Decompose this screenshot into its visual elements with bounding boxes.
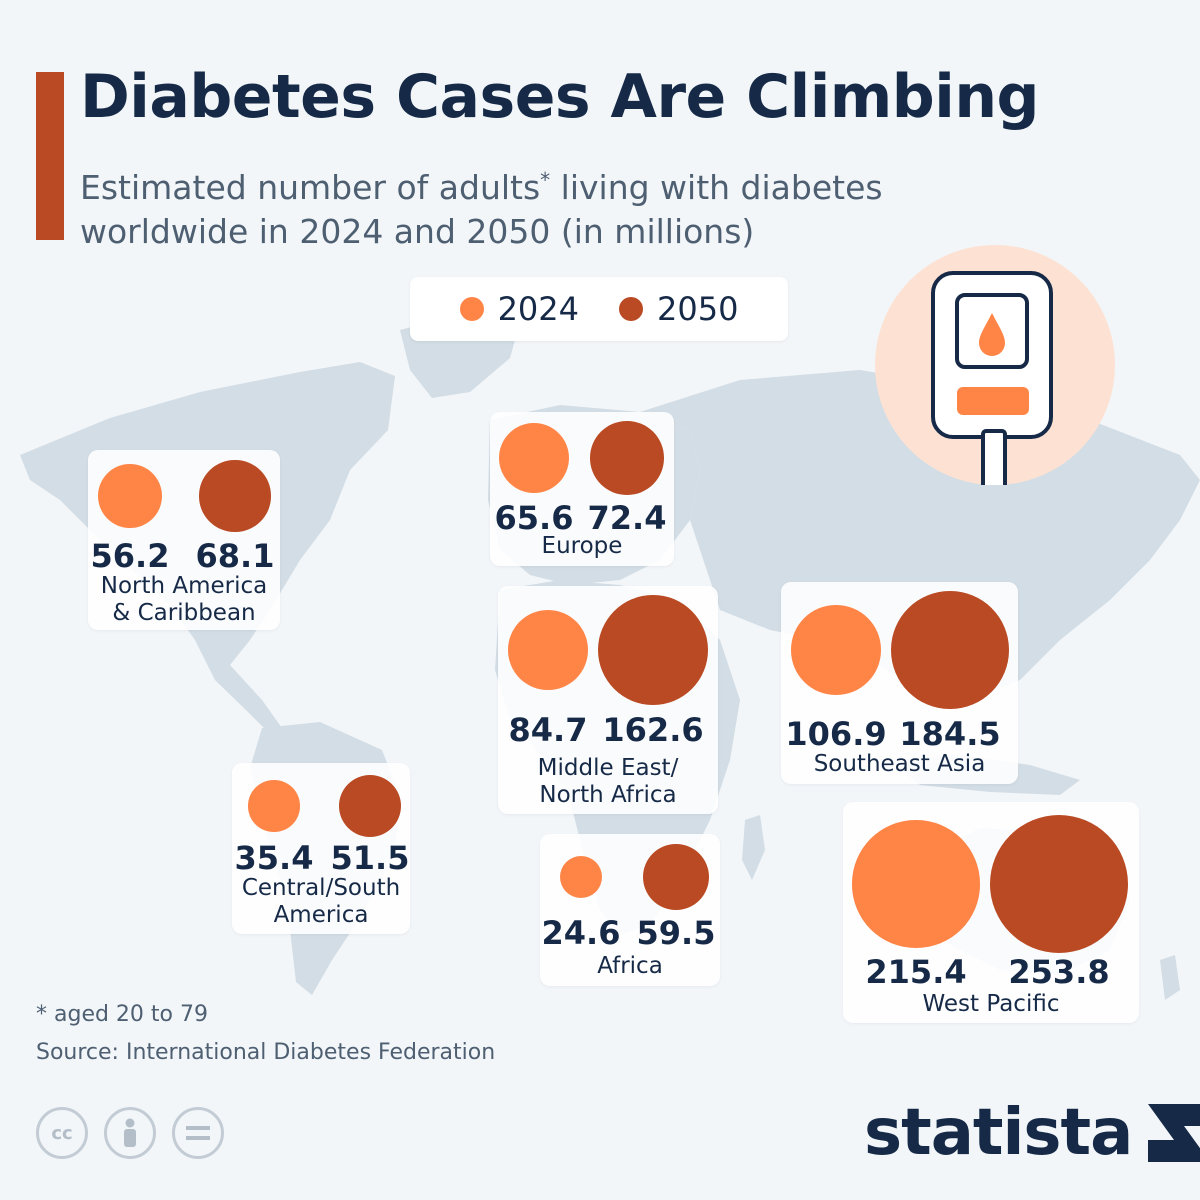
region-name-central-south-america: Central/South America (241, 875, 401, 928)
region-name-west-pacific: West Pacific (922, 991, 1060, 1017)
bubble-north-america-2050 (199, 460, 271, 532)
legend-dot-2024 (459, 297, 484, 321)
cc-license-icon[interactable]: cc (36, 1107, 88, 1159)
legend-item-2024: 2024 (459, 290, 579, 328)
legend-dot-2050 (619, 297, 643, 321)
subtitle-asterisk: * (540, 168, 551, 192)
value-label-africa-2024: 24.6 (541, 914, 621, 952)
title-accent-bar (36, 72, 64, 240)
brand-name: statista (864, 1096, 1133, 1170)
bubble-west-pacific-2024 (852, 820, 980, 948)
region-name-north-america: North America & Caribbean (100, 573, 268, 626)
region-panel-north-america: 56.2 68.1 North America & Caribbean (88, 450, 280, 630)
value-label-middle-east-north-africa-2024: 84.7 (508, 711, 588, 749)
subtitle-rest: living with diabetes worldwide in 2024 a… (80, 168, 883, 251)
statista-logo-icon (1148, 1104, 1200, 1162)
value-label-southeast-asia-2050: 184.5 (899, 715, 1001, 753)
footnote: * aged 20 to 79 (36, 1002, 208, 1027)
value-label-southeast-asia-2024: 106.9 (785, 715, 887, 753)
source-note: Source: International Diabetes Federatio… (36, 1040, 496, 1065)
bubble-central-south-america-2050 (338, 774, 402, 838)
bubble-west-pacific-2050 (990, 815, 1128, 953)
bubble-europe-2024 (498, 422, 570, 494)
bubble-southeast-asia-2024 (791, 605, 881, 695)
bubble-middle-east-north-africa-2050 (597, 594, 709, 706)
license-icons: cc (36, 1107, 224, 1159)
glucose-meter-icon (875, 245, 1115, 493)
page-title: Diabetes Cases Are Climbing (80, 62, 1039, 132)
statista-logo[interactable]: statista (864, 1098, 1200, 1168)
bubble-central-south-america-2024 (248, 780, 300, 832)
attribution-icon[interactable] (104, 1107, 156, 1159)
region-panel-west-pacific: 215.4 253.8 West Pacific (843, 802, 1139, 1023)
bubble-africa-2024 (559, 855, 603, 899)
subtitle-main: Estimated number of adults (80, 168, 541, 207)
value-label-central-south-america-2024: 35.4 (234, 839, 314, 877)
no-derivatives-icon[interactable] (172, 1107, 224, 1159)
bubble-southeast-asia-2050 (891, 591, 1009, 709)
value-label-west-pacific-2024: 215.4 (865, 953, 967, 991)
region-panel-africa: 24.6 59.5 Africa (540, 834, 720, 986)
region-name-africa: Africa (597, 953, 663, 979)
region-panel-central-south-america: 35.4 51.5 Central/South America (232, 763, 410, 934)
bubble-middle-east-north-africa-2024 (508, 610, 588, 690)
legend: 2024 2050 (410, 277, 788, 341)
region-name-southeast-asia: Southeast Asia (813, 751, 986, 777)
legend-label-2050: 2050 (657, 290, 739, 328)
cc-label: cc (51, 1122, 73, 1144)
value-label-europe-2050: 72.4 (587, 499, 667, 537)
legend-label-2024: 2024 (497, 290, 579, 328)
page-subtitle: Estimated number of adults* living with … (80, 158, 1040, 254)
bubble-europe-2050 (590, 421, 664, 495)
value-label-west-pacific-2050: 253.8 (1008, 953, 1110, 991)
value-label-middle-east-north-africa-2050: 162.6 (602, 711, 704, 749)
region-panel-europe: 65.6 72.4 Europe (490, 412, 674, 566)
value-label-europe-2024: 65.6 (494, 499, 574, 537)
value-label-north-america-2050: 68.1 (195, 537, 275, 575)
value-label-central-south-america-2050: 51.5 (330, 839, 410, 877)
value-label-africa-2050: 59.5 (636, 914, 716, 952)
region-name-middle-east-north-africa: Middle East/ North Africa (537, 755, 679, 808)
bubble-north-america-2024 (97, 463, 163, 529)
legend-item-2050: 2050 (619, 290, 738, 328)
region-name-europe: Europe (541, 533, 623, 559)
value-label-north-america-2024: 56.2 (90, 537, 170, 575)
region-panel-middle-east-north-africa: 84.7 162.6 Middle East/ North Africa (498, 586, 718, 814)
region-panel-southeast-asia: 106.9 184.5 Southeast Asia (781, 582, 1018, 784)
bubble-africa-2050 (642, 843, 710, 911)
